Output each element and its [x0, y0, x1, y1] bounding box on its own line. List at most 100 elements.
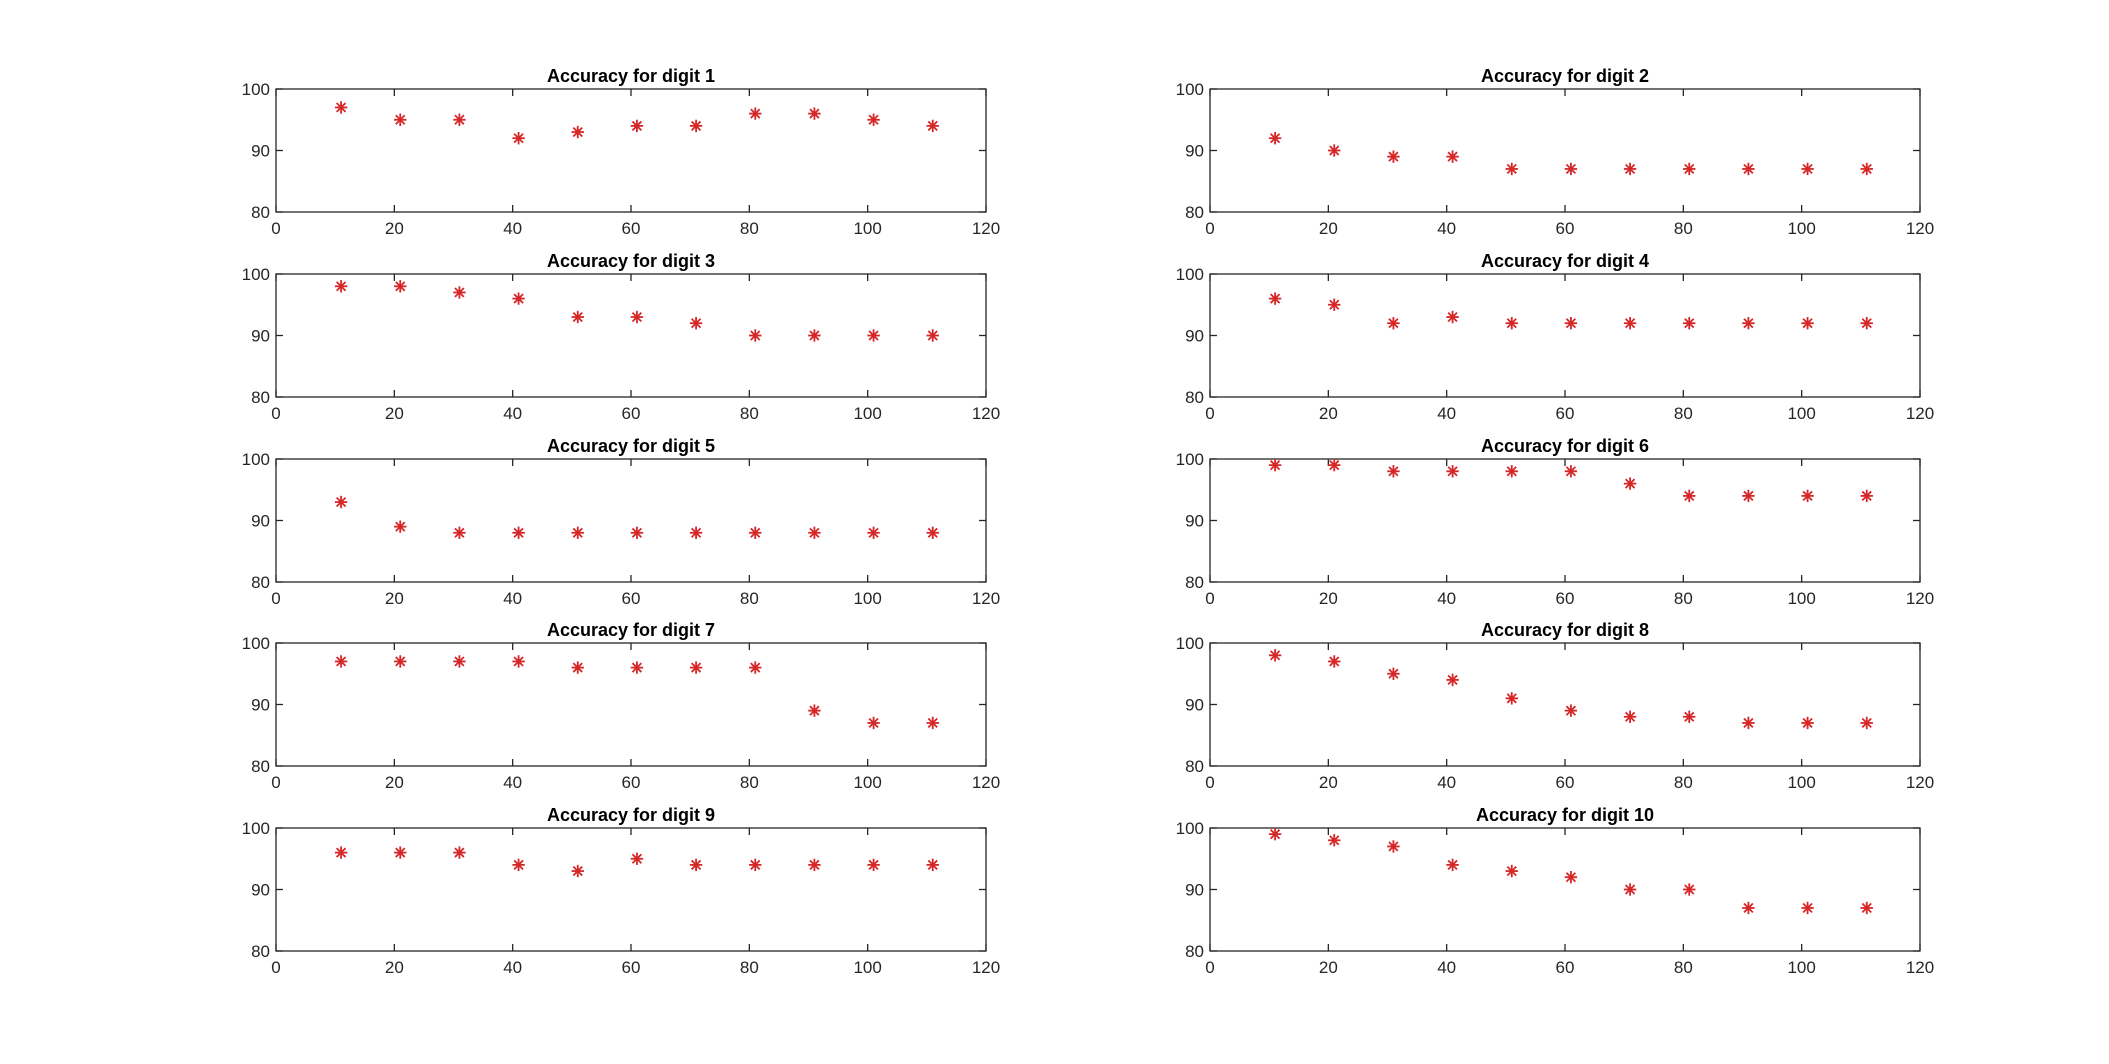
x-tick-label: 120 [1906, 958, 1934, 977]
x-tick-label: 20 [385, 589, 404, 608]
data-point [1860, 489, 1873, 503]
data-point [1505, 692, 1518, 705]
data-point [453, 286, 466, 299]
data-point [1268, 649, 1282, 662]
data-point [808, 526, 821, 539]
y-tick-label: 80 [1185, 573, 1204, 592]
x-tick-label: 100 [853, 589, 881, 608]
y-tick-label: 100 [1176, 819, 1204, 838]
axes-box [275, 458, 987, 583]
subplot-title: Accuracy for digit 6 [1481, 436, 1649, 456]
x-tick-label: 20 [1319, 219, 1338, 238]
x-tick-label: 80 [1674, 404, 1693, 423]
x-tick-label: 80 [1674, 219, 1693, 238]
y-tick-label: 100 [242, 450, 270, 469]
x-tick-label: 80 [740, 958, 759, 977]
subplot-digit-1: Accuracy for digit 1 0 20 40 60 80 100 120 80 90 1… [242, 66, 1001, 238]
data-point [453, 655, 466, 668]
data-point [1742, 162, 1755, 176]
data-point [512, 292, 525, 305]
subplot-digit-9: Accuracy for digit 9 0 20 40 60 80 100 120 80 90 1… [242, 805, 1001, 977]
x-tick-label: 100 [1787, 589, 1815, 608]
data-point [1505, 317, 1518, 330]
x-tick-label: 60 [622, 589, 641, 608]
x-tick-label: 0 [271, 404, 280, 423]
data-point [749, 526, 762, 539]
subplot-digit-2: Accuracy for digit 2 0 20 40 60 80 100 120 80 90 1… [1176, 66, 1935, 238]
data-point [689, 119, 703, 133]
x-tick-label: 20 [1319, 404, 1338, 423]
axes-box [275, 827, 987, 952]
y-tick-label: 100 [1176, 80, 1204, 99]
x-tick-label: 20 [385, 958, 404, 977]
y-tick-label: 100 [242, 819, 270, 838]
data-point [1387, 840, 1400, 853]
x-tick-label: 100 [853, 773, 881, 792]
y-tick-label: 90 [1185, 327, 1204, 346]
x-tick-label: 0 [1205, 958, 1214, 977]
data-point [512, 132, 525, 145]
subplot-digit-10: Accuracy for digit 10 0 20 40 60 80 100 120 80 90… [1176, 805, 1935, 977]
y-tick-label: 80 [251, 757, 270, 776]
data-point [808, 329, 821, 342]
x-tick-label: 40 [503, 404, 522, 423]
data-point [1505, 864, 1518, 878]
data-point [334, 846, 348, 859]
data-point [689, 526, 703, 539]
axes-box [1209, 458, 1921, 583]
x-tick-label: 120 [1906, 219, 1934, 238]
data-point [453, 113, 466, 126]
data-point [1801, 489, 1814, 503]
data-point [394, 655, 407, 668]
axes-box [1209, 273, 1921, 398]
data-point [1268, 827, 1282, 841]
data-point [1328, 458, 1341, 472]
subplot-title: Accuracy for digit 3 [547, 251, 715, 271]
data-point [1328, 834, 1341, 847]
subplot-title: Accuracy for digit 2 [1481, 66, 1649, 86]
y-tick-label: 90 [251, 327, 270, 346]
data-point [867, 858, 880, 872]
x-tick-label: 20 [1319, 589, 1338, 608]
data-point [1801, 317, 1814, 330]
x-tick-label: 120 [972, 219, 1000, 238]
x-tick-label: 120 [1906, 404, 1934, 423]
data-point [1446, 858, 1459, 872]
x-tick-label: 120 [1906, 589, 1934, 608]
data-point [689, 317, 703, 330]
data-point [689, 858, 703, 872]
y-tick-label: 80 [251, 203, 270, 222]
data-point [1801, 716, 1814, 730]
subplot-title: Accuracy for digit 8 [1481, 620, 1649, 640]
data-point [867, 113, 880, 126]
data-point [926, 858, 939, 872]
x-tick-label: 0 [1205, 589, 1214, 608]
data-point [394, 113, 407, 126]
x-tick-label: 100 [1787, 773, 1815, 792]
data-point [1446, 673, 1459, 687]
subplot-title: Accuracy for digit 9 [547, 805, 715, 825]
data-point [334, 495, 348, 509]
data-point [1801, 162, 1814, 176]
data-point [1505, 465, 1518, 478]
data-point [1860, 162, 1873, 176]
data-point [1268, 292, 1282, 305]
data-point [1742, 901, 1755, 915]
data-point [1564, 704, 1578, 717]
data-point [1268, 458, 1282, 472]
x-tick-label: 20 [1319, 773, 1338, 792]
y-tick-label: 90 [251, 512, 270, 531]
x-tick-label: 60 [622, 219, 641, 238]
data-point [1801, 901, 1814, 915]
x-tick-label: 120 [1906, 773, 1934, 792]
y-tick-label: 80 [251, 942, 270, 961]
data-point [334, 655, 348, 668]
x-tick-label: 80 [1674, 958, 1693, 977]
data-point [1742, 317, 1755, 330]
data-point [1328, 144, 1341, 157]
y-tick-label: 80 [1185, 203, 1204, 222]
data-point [1387, 150, 1400, 163]
x-tick-label: 80 [1674, 589, 1693, 608]
data-point [1683, 162, 1696, 176]
